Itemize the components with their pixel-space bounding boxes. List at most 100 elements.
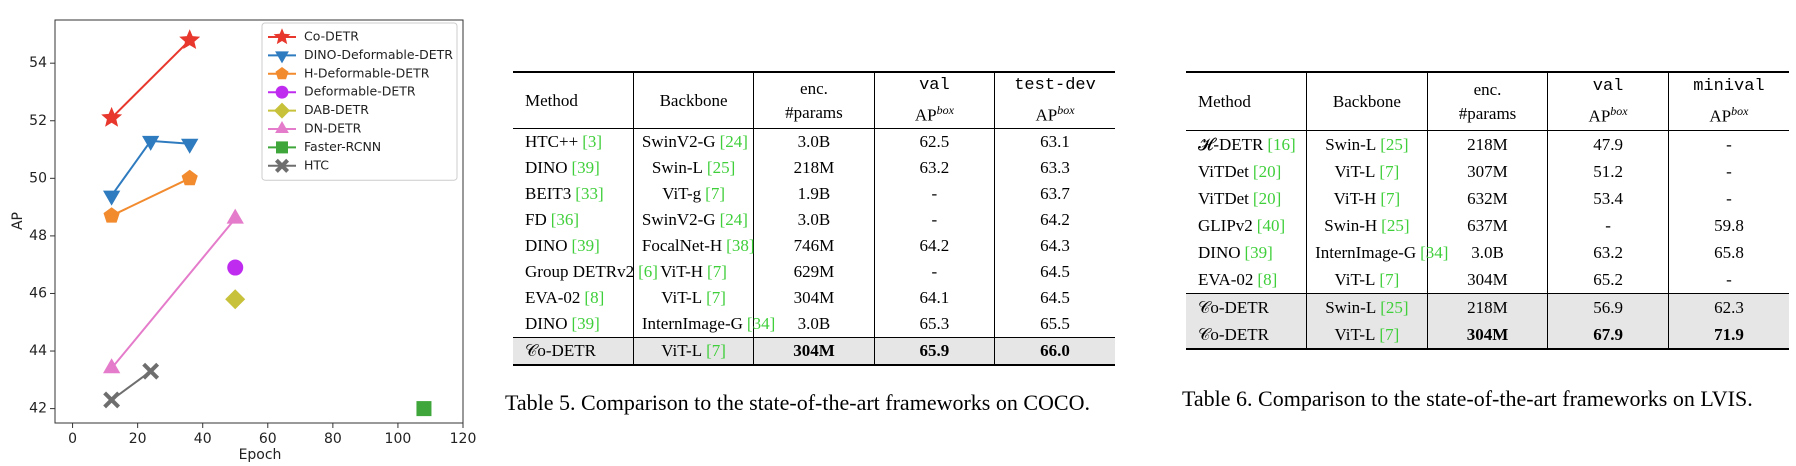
cell-text: Swin-L (651, 158, 703, 177)
x-tick-label: 20 (129, 431, 147, 447)
table-row: 𝒞o-DETR ViT-L [7] 304M 65.9 66.0 (513, 337, 1115, 366)
table-row: 𝒞o-DETR ViT-L [7] 304M 67.9 71.9 (1186, 321, 1789, 349)
cell-text: 𝒞o-DETR (525, 341, 596, 360)
y-tick-label: 52 (29, 113, 47, 129)
marker (275, 51, 289, 64)
citation: [25] (706, 158, 736, 177)
cell-text: DINO (525, 158, 568, 177)
citation: [7] (1379, 324, 1400, 344)
table-cell: 62.5 (873, 128, 995, 155)
table-header: Method Backbone enc. #params val APbox test-de… (513, 72, 1115, 129)
header-text: enc. (800, 78, 828, 98)
table-cell: - (873, 259, 995, 285)
header-text: #params (785, 102, 843, 122)
cell-text: EVA-02 (525, 288, 581, 307)
header-text: AP (1588, 106, 1611, 126)
cell-text: 71.9 (1714, 324, 1744, 344)
y-axis-label: AP (10, 212, 26, 230)
y-tick-label: 54 (29, 55, 47, 71)
table-cell: EVA-02 [8] (513, 285, 633, 311)
marker (103, 207, 120, 223)
citation: [25] (1381, 215, 1410, 235)
header-text: val (919, 75, 950, 95)
table-cell: 65.2 (1547, 266, 1669, 294)
table-cell: 63.7 (994, 181, 1115, 207)
table-cell: 637M (1426, 212, 1548, 239)
table-row: FD [36] SwinV2-G [24] 3.0B -64.2 (513, 207, 1115, 233)
table-caption: Table 5. Comparison to the state-of-the-… (505, 390, 1090, 415)
header-text: enc. (1473, 79, 1502, 99)
citation: [16] (1267, 134, 1296, 154)
cell-text: ViT-H (660, 262, 704, 281)
citation: [8] (1257, 269, 1278, 289)
cell-text: 64.5 (1040, 262, 1070, 281)
cell-text: 65.3 (919, 314, 950, 333)
x-tick-label: 0 (68, 431, 77, 447)
table-cell: 304M (753, 285, 875, 311)
table-cell: 746M (753, 233, 875, 259)
table-5: Method Backbone enc. #params val APbox test-de… (513, 71, 1115, 366)
header-text: #params (1458, 103, 1517, 123)
x-axis-label: Epoch (239, 447, 282, 463)
cell-text: ViT-L (661, 341, 703, 360)
table-cell: 63.1 (994, 128, 1115, 155)
table-cell: 218M (1426, 293, 1548, 321)
table-row: HTC++ [3] SwinV2-G [24] 3.0B 62.5 63.1 (513, 128, 1115, 155)
table-cell: 𝒞o-DETR (513, 338, 633, 366)
marker (181, 169, 198, 186)
table-cell: 304M (1426, 321, 1548, 349)
cell-text: SwinV2-G (641, 210, 716, 229)
table-row: Group DETRv2 [6] ViT-H [7] 629M - 64.5 (513, 259, 1115, 285)
table-cell: 59.8 (1667, 212, 1789, 239)
table-cell: 56.9 (1547, 293, 1669, 321)
table-row: GLIPv2 [40] Swin-H [25] 637M -59.8 (1186, 212, 1789, 239)
plot-frame (54, 19, 464, 424)
cell-text: - (1726, 134, 1732, 154)
cell-text: 63.3 (1040, 158, 1070, 177)
cell-text: 67.9 (1593, 324, 1623, 344)
legend-label: DN-DETR (304, 121, 362, 136)
cell-text: 3.0B (797, 210, 831, 229)
table-cell: 64.3 (994, 233, 1115, 259)
table-cell: 304M (753, 337, 875, 365)
table-row: 𝒞o-DETR Swin-L [25] 218M 56.9 62.3 (1186, 293, 1789, 321)
table-cell: - (873, 207, 995, 233)
table-cell: 63.2 (873, 155, 995, 181)
marker (276, 141, 288, 154)
header-cell: enc. #params (753, 72, 875, 129)
cell-text: 65.5 (1040, 314, 1070, 333)
marker (142, 362, 160, 380)
cell-text: 47.9 (1593, 134, 1623, 154)
cell-text: FocalNet-H (641, 236, 723, 255)
cell-text: ViT-L (1334, 269, 1376, 289)
header-superscript: box (1610, 103, 1628, 118)
cell-text: DINO (525, 236, 568, 255)
table-cell: 47.9 (1547, 130, 1669, 158)
table-cell: - (1667, 158, 1789, 185)
marker (103, 190, 121, 206)
table-cell: SwinV2-G [24] (632, 128, 754, 155)
cell-text: 746M (793, 236, 835, 255)
table-cell: 629M (753, 259, 875, 285)
citation: [20] (1252, 161, 1282, 181)
cell-text: 𝒞o-DETR (1198, 297, 1269, 317)
cell-text: 304M (793, 288, 835, 307)
table-row: DINO [39] InternImage-G [34] 3.0B 65.3 65.5 (513, 311, 1115, 338)
citation: [34] (1420, 242, 1449, 262)
cell-text: 3.0B (797, 132, 831, 151)
table-cell: Group DETRv2 [6] (513, 259, 658, 285)
citation: [7] (706, 288, 726, 307)
cell-text: 64.2 (1040, 210, 1070, 229)
y-tick-label: 42 (29, 401, 47, 417)
legend-label: HTC (304, 157, 329, 172)
table-cell: - (873, 181, 995, 207)
citation: [39] (571, 236, 600, 255)
header-text: Method (525, 90, 578, 110)
table-cell: 65.5 (994, 311, 1115, 338)
header-text: test-dev (1014, 75, 1096, 95)
cell-text: 3.0B (797, 314, 831, 333)
cell-text: 63.2 (1593, 242, 1623, 262)
legend-label: Faster-RCNN (304, 139, 381, 154)
table-cell: ViT-L [7] (632, 285, 754, 311)
